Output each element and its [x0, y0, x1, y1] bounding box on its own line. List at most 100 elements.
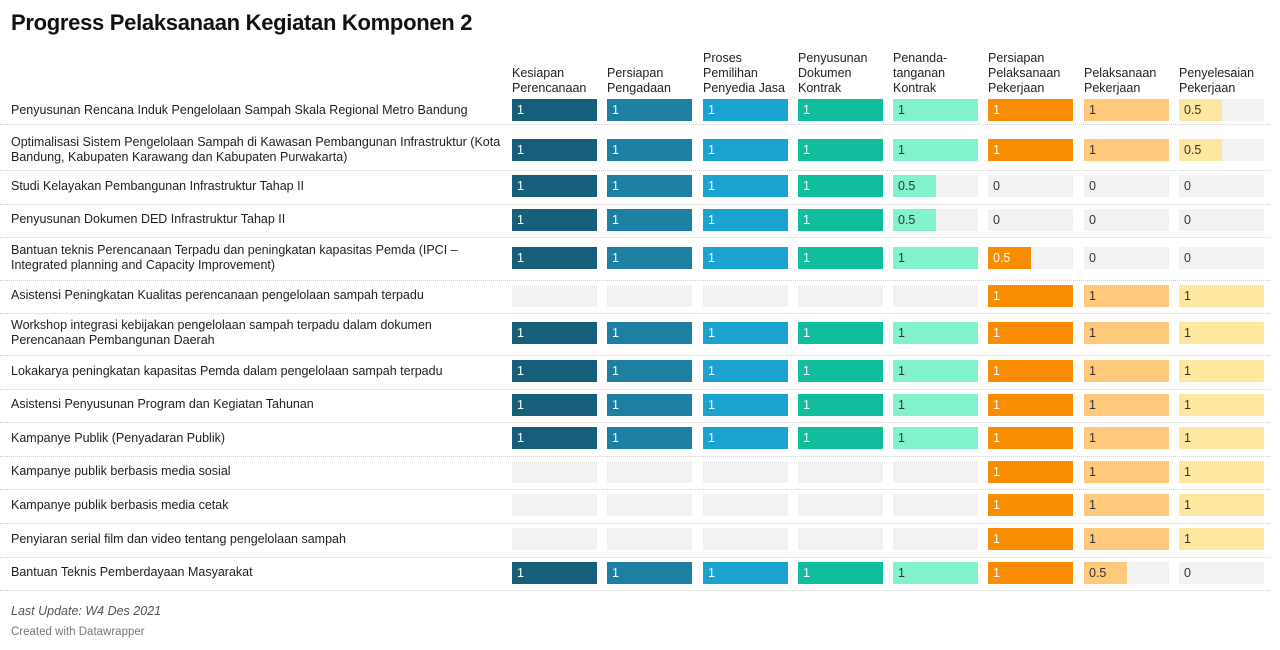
column-header-line: Pelaksanaan — [988, 66, 1061, 80]
row-label: Penyiaran serial film dan video tentang … — [11, 522, 506, 556]
progress-bar — [1084, 427, 1169, 449]
row-label-line: Penyiaran serial film dan video tentang … — [11, 531, 346, 546]
row-separator — [0, 556, 1270, 558]
progress-bar — [893, 562, 978, 584]
bar-cell — [607, 285, 692, 307]
value-label: 1 — [803, 213, 810, 227]
row-label-line: Studi Kelayakan Pembangunan Infrastruktu… — [11, 178, 305, 193]
bar-cell: 1 — [1179, 461, 1264, 483]
value-label: 1 — [1089, 431, 1096, 445]
progress-bar — [1084, 99, 1169, 121]
bar-cell: 1 — [1179, 394, 1264, 416]
row-label-line: Optimalisasi Sistem Pengelolaan Sampah d… — [11, 134, 501, 149]
row-label-line: Bandung, Kabupaten Karawang dan Kabupate… — [11, 149, 348, 164]
bar-cell — [512, 461, 597, 483]
bar-cell: 0 — [1084, 247, 1169, 269]
progress-bar — [893, 427, 978, 449]
column-header-line: Persiapan — [607, 66, 664, 80]
progress-bar — [798, 139, 883, 161]
progress-bar — [512, 139, 597, 161]
value-label: 0.5 — [898, 213, 916, 227]
value-label: 1 — [612, 431, 619, 445]
value-label: 1 — [612, 566, 619, 580]
row-label: Kampanye publik berbasis media sosial — [11, 455, 506, 488]
bar-cell: 1 — [1179, 494, 1264, 516]
progress-bar — [703, 427, 788, 449]
row-label: Lokakarya peningkatan kapasitas Pemda da… — [11, 354, 506, 388]
progress-bar — [607, 99, 692, 121]
bar-cell — [893, 528, 978, 550]
value-label: 1 — [612, 398, 619, 412]
value-label: 1 — [612, 326, 619, 340]
progress-bar — [607, 247, 692, 269]
row-label-line: Bantuan Teknis Pemberdayaan Masyarakat — [11, 565, 253, 579]
row-separator — [0, 203, 1270, 205]
bar-cell — [703, 461, 788, 483]
row-label: Workshop integrasi kebijakan pengelolaan… — [11, 312, 506, 354]
row-label-line: Lokakarya peningkatan kapasitas Pemda da… — [11, 363, 443, 378]
value-label: 0 — [993, 179, 1000, 193]
progress-bar — [703, 175, 788, 197]
value-label: 1 — [517, 143, 524, 157]
progress-bar — [893, 99, 978, 121]
value-label: 1 — [517, 213, 524, 227]
last-update-note: Last Update: W4 Des 2021 — [11, 604, 162, 618]
bar-cell: 0 — [988, 209, 1073, 231]
value-label: 0.5 — [898, 179, 916, 193]
value-label: 1 — [612, 179, 619, 193]
row-label-line: Workshop integrasi kebijakan pengelolaan… — [11, 318, 432, 332]
bar-cell: 1 — [512, 247, 597, 269]
value-label: 1 — [898, 398, 905, 412]
bar-cell: 1 — [893, 99, 978, 121]
value-label: 1 — [1184, 364, 1191, 378]
bar-cell: 1 — [798, 99, 883, 121]
row-separator — [0, 388, 1270, 390]
row-label-line: Penyusunan Rencana Induk Pengelolaan Sam… — [11, 102, 468, 117]
bar-cell: 1 — [607, 427, 692, 449]
bar-cell — [893, 461, 978, 483]
row-separator — [0, 123, 1270, 125]
value-label: 1 — [1089, 289, 1096, 303]
progress-table: Kesiapan Perencanaan Persiapan Pengadaan Pro… — [0, 48, 1270, 591]
bar-cell: 0 — [1084, 209, 1169, 231]
value-label: 1 — [1184, 326, 1191, 340]
bar-cell: 1 — [798, 322, 883, 344]
progress-bar — [703, 322, 788, 344]
row-label-line: Kampanye publik berbasis media sosial — [11, 464, 231, 478]
value-label: 1 — [803, 364, 810, 378]
row-label-line: Perencanaan Pembangunan Daerah — [11, 333, 215, 347]
progress-bar — [1084, 461, 1169, 483]
progress-bar — [1179, 427, 1264, 449]
value-label: 1 — [898, 431, 905, 445]
bar-cell: 0.5 — [893, 209, 978, 231]
progress-bar — [798, 360, 883, 382]
progress-bar — [607, 562, 692, 584]
bar-cell: 0 — [1179, 562, 1264, 584]
column-header-line: Proses — [703, 51, 742, 65]
progress-bar — [893, 139, 978, 161]
bar-cell: 1 — [512, 99, 597, 121]
progress-bar — [512, 175, 597, 197]
progress-bar — [512, 394, 597, 416]
bar-cell: 1 — [893, 394, 978, 416]
progress-bar — [512, 322, 597, 344]
datawrapper-credit[interactable]: Created with Datawrapper — [11, 626, 145, 638]
column-header: Proses Pemilihan Penyedia Jasa — [703, 48, 795, 96]
column-header-line: tanganan — [893, 66, 946, 80]
row-label-line: Integrated planning and Capacity Improve… — [11, 257, 276, 272]
value-label: 0 — [1089, 251, 1096, 265]
row-label-line: Bantuan teknis Perencanaan Terpadu dan p… — [11, 242, 458, 257]
value-label: 1 — [517, 364, 524, 378]
value-label: 1 — [708, 566, 715, 580]
progress-bar — [607, 360, 692, 382]
value-label: 1 — [993, 465, 1000, 479]
bar-cell: 1 — [1084, 494, 1169, 516]
value-label: 1 — [517, 179, 524, 193]
progress-bar — [607, 427, 692, 449]
progress-bar — [988, 461, 1073, 483]
value-label: 1 — [803, 251, 810, 265]
progress-bar — [1084, 562, 1127, 584]
bar-cell: 0.5 — [1084, 562, 1169, 584]
value-label: 1 — [708, 431, 715, 445]
row-label-line: Kampanye Publik (Penyadaran Publik) — [11, 430, 226, 445]
